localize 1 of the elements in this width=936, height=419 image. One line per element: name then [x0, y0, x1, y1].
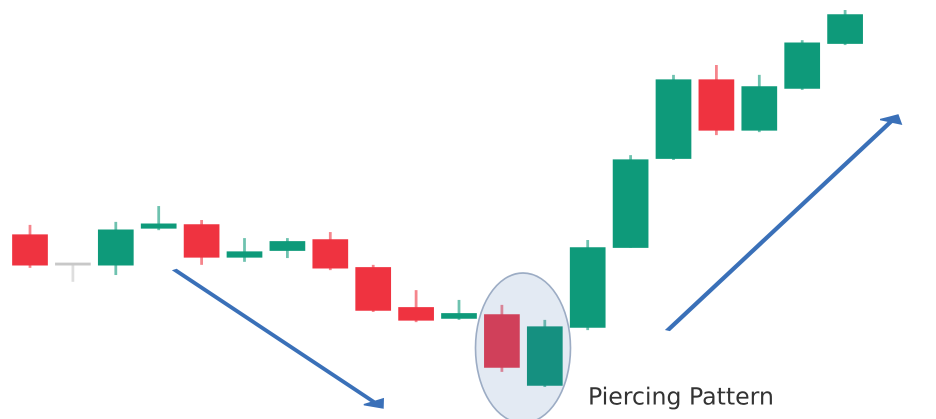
- annotation: Piercing Pattern: [590, 386, 772, 410]
